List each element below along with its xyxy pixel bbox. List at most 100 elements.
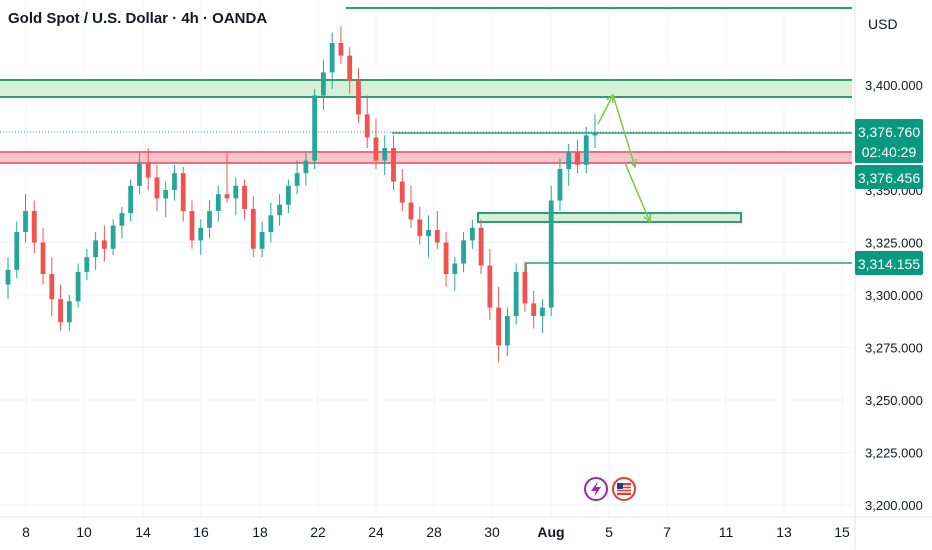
- candle[interactable]: [207, 211, 212, 228]
- candle[interactable]: [285, 185, 291, 205]
- current-price-tag: 3,376.760 02:40:29: [855, 119, 923, 163]
- candle[interactable]: [408, 202, 414, 220]
- candle[interactable]: [312, 95, 318, 161]
- candle[interactable]: [329, 43, 335, 73]
- candle[interactable]: [101, 240, 107, 249]
- svg-text:3,376.456: 3,376.456: [858, 170, 920, 186]
- candle[interactable]: [522, 271, 528, 304]
- candle[interactable]: [128, 185, 134, 214]
- candle[interactable]: [540, 307, 545, 316]
- candle[interactable]: [487, 265, 493, 308]
- x-tick-label: 16: [193, 524, 209, 540]
- candle[interactable]: [172, 173, 177, 190]
- candle[interactable]: [14, 232, 20, 270]
- candle[interactable]: [513, 271, 519, 316]
- candle[interactable]: [163, 190, 169, 199]
- x-tick-label: 10: [76, 524, 92, 540]
- x-tick-label: Aug: [537, 524, 564, 540]
- candle[interactable]: [399, 181, 405, 203]
- candle[interactable]: [110, 225, 116, 249]
- candle[interactable]: [478, 227, 484, 266]
- x-tick-label: 28: [426, 524, 442, 540]
- x-axis[interactable]: 8 10 14 16 18 22 24 28 30 Aug 5 7 11 13 15: [22, 524, 850, 540]
- candle[interactable]: [583, 135, 589, 165]
- candle[interactable]: [364, 114, 370, 138]
- candle[interactable]: [40, 242, 46, 275]
- candle[interactable]: [469, 227, 475, 241]
- candle[interactable]: [93, 240, 99, 258]
- candle[interactable]: [496, 307, 502, 346]
- candle[interactable]: [233, 185, 239, 199]
- currency-label: USD: [868, 16, 898, 32]
- chart-title: Gold Spot / U.S. Dollar · 4h · OANDA: [8, 10, 268, 27]
- candle[interactable]: [347, 55, 353, 81]
- candle[interactable]: [434, 229, 440, 243]
- candle[interactable]: [250, 208, 256, 249]
- candle[interactable]: [31, 211, 37, 243]
- red-resistance-band: [0, 151, 852, 164]
- candle[interactable]: [504, 316, 510, 346]
- candle[interactable]: [5, 269, 11, 285]
- candle[interactable]: [303, 160, 309, 174]
- candle[interactable]: [575, 152, 580, 165]
- projection-arrows: [597, 93, 652, 224]
- arrow-up: [597, 94, 614, 125]
- candle[interactable]: [23, 211, 28, 232]
- support-price-tag: 3,314.155: [855, 251, 923, 275]
- candle[interactable]: [49, 274, 55, 300]
- candle[interactable]: [215, 194, 221, 211]
- x-tick-label: 15: [834, 524, 850, 540]
- candle[interactable]: [531, 303, 537, 316]
- candle[interactable]: [320, 72, 326, 96]
- candle[interactable]: [75, 271, 81, 302]
- x-tick-label: 30: [484, 524, 500, 540]
- x-tick-label: 18: [252, 524, 268, 540]
- x-tick-label: 8: [22, 524, 30, 540]
- candle[interactable]: [268, 215, 274, 232]
- arrow-down-1: [612, 94, 636, 168]
- candle[interactable]: [338, 43, 344, 56]
- y-tick-label: 3,300.000: [865, 288, 923, 303]
- candle[interactable]: [198, 227, 204, 241]
- candle[interactable]: [548, 200, 554, 308]
- candle[interactable]: [277, 204, 283, 216]
- y-axis[interactable]: 3,400.000 3,325.000 3,300.000 3,275.000 3,25…: [865, 78, 923, 513]
- candle[interactable]: [224, 194, 230, 199]
- candle[interactable]: [154, 177, 160, 199]
- levels: [0, 7, 852, 290]
- arrow-down-2: [624, 162, 651, 223]
- price-tags: 3,376.760 02:40:29 3,376.456 3,314.155: [855, 119, 923, 275]
- candles[interactable]: [5, 26, 598, 363]
- candle[interactable]: [84, 257, 90, 272]
- candle[interactable]: [242, 185, 247, 209]
- y-tick-label: 3,250.000: [865, 393, 923, 408]
- candle[interactable]: [58, 299, 63, 323]
- candle[interactable]: [180, 173, 186, 211]
- candle[interactable]: [566, 152, 572, 169]
- candle[interactable]: [461, 240, 466, 264]
- svg-text:02:40:29: 02:40:29: [862, 144, 917, 160]
- candle[interactable]: [592, 133, 598, 136]
- candle[interactable]: [66, 301, 72, 323]
- candle[interactable]: [382, 148, 388, 161]
- candle[interactable]: [145, 162, 151, 178]
- x-tick-label: 11: [719, 524, 734, 540]
- demand-zone: [477, 212, 742, 223]
- candle[interactable]: [557, 169, 563, 201]
- candle[interactable]: [391, 148, 396, 182]
- candle[interactable]: [137, 162, 142, 186]
- candle[interactable]: [356, 80, 361, 115]
- candle[interactable]: [373, 137, 379, 161]
- candle[interactable]: [417, 219, 423, 237]
- event-icons[interactable]: [584, 477, 636, 501]
- candle[interactable]: [294, 173, 300, 186]
- candle[interactable]: [426, 229, 431, 237]
- candle[interactable]: [119, 213, 125, 226]
- candle[interactable]: [259, 232, 265, 249]
- candle[interactable]: [443, 242, 449, 275]
- upper-resistance-zone: [0, 80, 852, 97]
- candle[interactable]: [452, 263, 458, 275]
- candle[interactable]: [189, 211, 195, 241]
